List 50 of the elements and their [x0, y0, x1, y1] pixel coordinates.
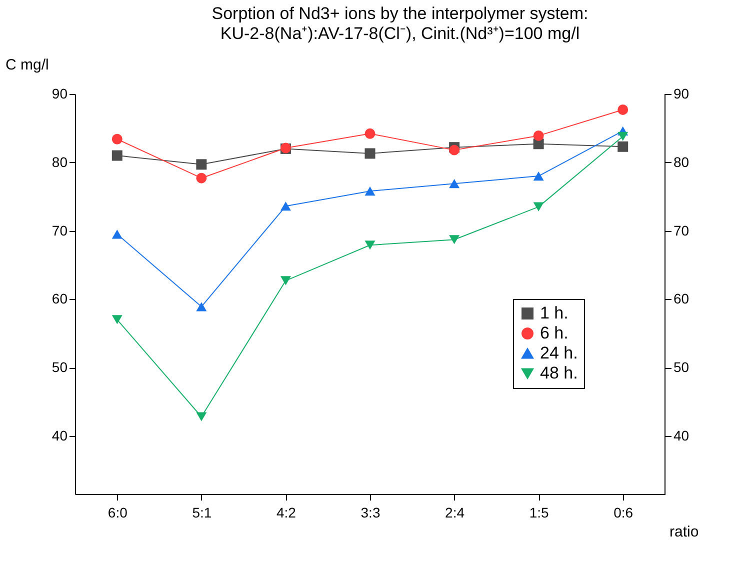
- x-tick-label: 1:5: [529, 504, 550, 520]
- point: [196, 302, 207, 312]
- legend-label: 1 h.: [540, 304, 568, 322]
- y-tick-label: 60: [52, 290, 68, 307]
- x-tick-label: 5:1: [192, 504, 212, 520]
- point: [112, 134, 122, 144]
- point: [280, 202, 291, 211]
- chart-subtitle: KU-2-8(Na⁺):AV-17-8(Cl⁻), Cinit.(Nd³⁺)=100 mg/l: [220, 24, 580, 43]
- x-tick-label: 2:4: [445, 504, 465, 520]
- point: [533, 202, 544, 212]
- point: [364, 128, 376, 139]
- point: [280, 276, 291, 286]
- y-axis-title: C mg/l: [6, 56, 49, 74]
- point: [196, 412, 207, 422]
- point: [618, 141, 628, 152]
- chart-title: Sorption of Nd3+ ions by the interpolymer system:: [212, 4, 588, 23]
- point: [196, 159, 207, 170]
- point: [449, 179, 460, 188]
- x-tick-label: 3:3: [360, 504, 380, 520]
- x-tick-label: 4:2: [276, 504, 296, 520]
- legend-label: 48 h.: [540, 364, 578, 382]
- point: [364, 186, 376, 196]
- y2-tick-label: 60: [674, 290, 690, 307]
- y-tick-label: 50: [52, 359, 68, 376]
- y-tick-label: 70: [52, 222, 68, 238]
- point: [364, 148, 376, 159]
- y-tick-label: 90: [52, 86, 68, 102]
- y-tick-label: 40: [52, 427, 68, 444]
- y2-tick-label: 80: [674, 154, 690, 170]
- y-tick-label: 80: [52, 154, 68, 170]
- point: [364, 240, 376, 250]
- point: [533, 172, 544, 181]
- y2-tick-label: 50: [674, 359, 690, 376]
- legend-label: 6 h.: [540, 324, 568, 342]
- point: [618, 104, 628, 115]
- point: [196, 172, 207, 184]
- x-tick-label: 6:0: [108, 504, 128, 520]
- point: [112, 315, 122, 324]
- x-axis-title: ratio: [670, 524, 699, 540]
- point: [533, 130, 544, 141]
- y2-tick-label: 40: [674, 427, 690, 444]
- point: [449, 235, 460, 244]
- point: [449, 144, 460, 156]
- y2-tick-label: 90: [674, 86, 690, 102]
- point: [112, 230, 122, 239]
- y2-tick-label: 70: [674, 222, 690, 238]
- legend-label: 24 h.: [540, 344, 578, 362]
- point: [112, 150, 122, 161]
- point: [618, 132, 628, 141]
- x-tick-label: 0:6: [614, 504, 634, 520]
